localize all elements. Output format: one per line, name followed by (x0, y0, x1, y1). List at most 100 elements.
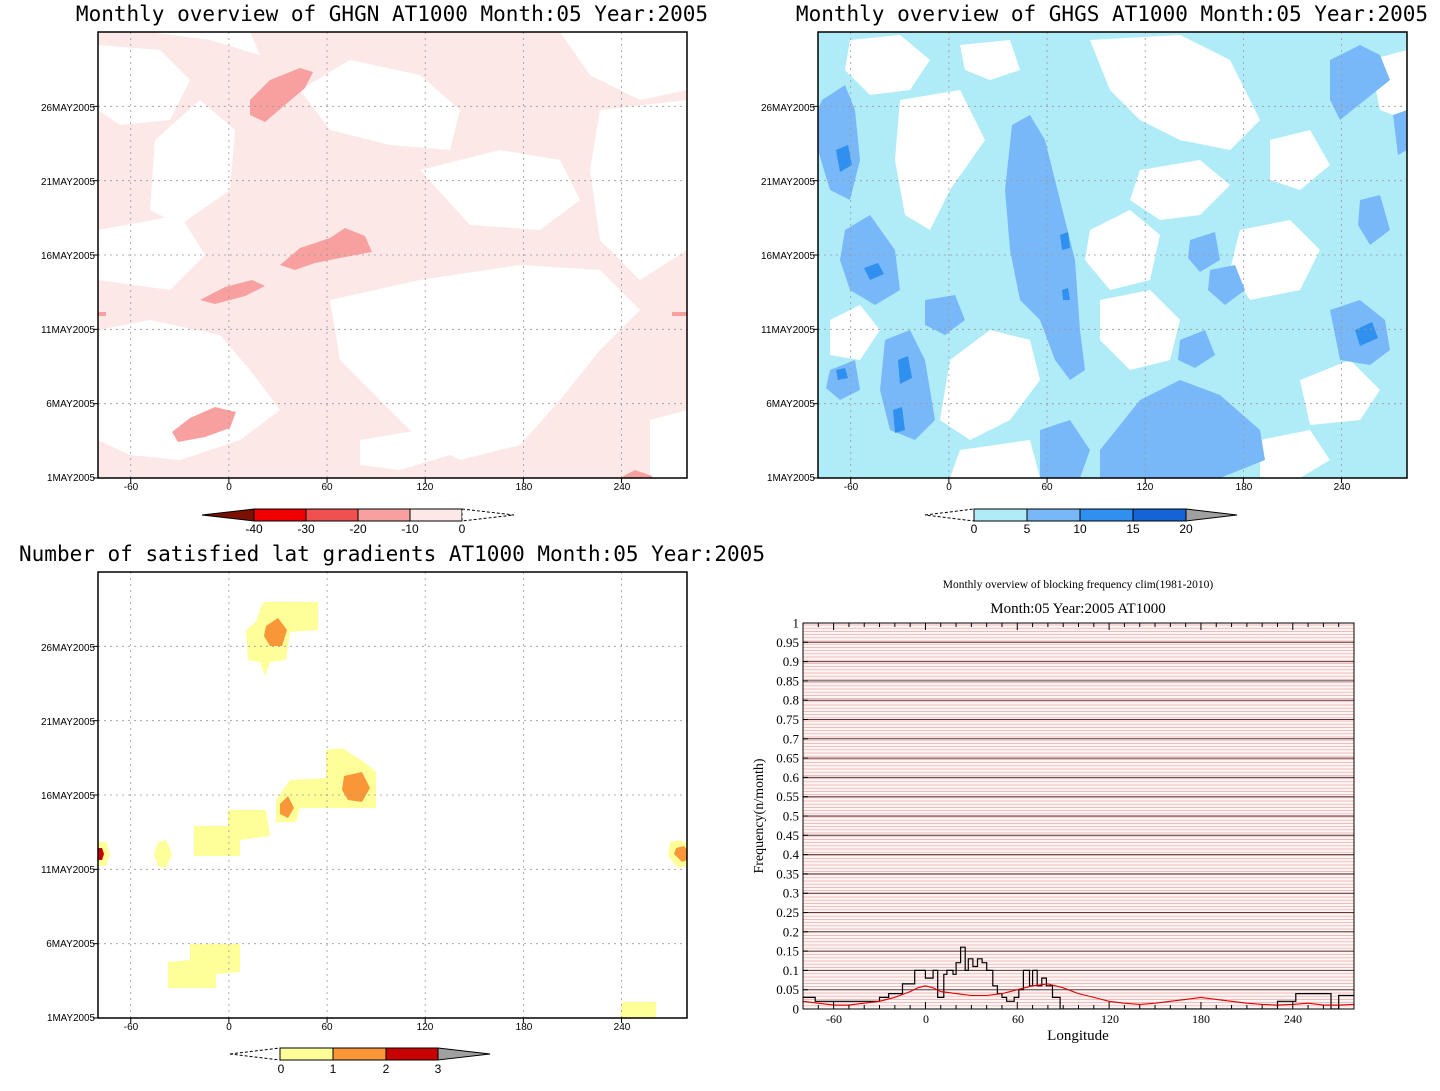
contour-region (1260, 430, 1330, 478)
contour-region (1100, 380, 1265, 478)
x-tick-label: 180 (516, 482, 533, 493)
y-tick-label: 1MAY2005 (47, 1013, 95, 1024)
contour-region (1300, 360, 1380, 425)
x-tick-label: 180 (1192, 1012, 1210, 1026)
contour-region (826, 360, 860, 400)
y-tick-label: 0.3 (783, 886, 799, 901)
contour-region (836, 145, 852, 172)
panel-title: Monthly overview of GHGS AT1000 Month:05… (796, 2, 1428, 26)
contour-region (898, 356, 912, 384)
series-line (803, 946, 1354, 1009)
contour-region (1270, 130, 1330, 190)
colorbar-under-arrow (229, 1047, 281, 1061)
contour-region (194, 810, 270, 856)
y-tick-label: 0.65 (776, 751, 799, 766)
series-lines (803, 946, 1354, 1009)
x-axis: -60 0 60 120 180 240 (124, 482, 631, 493)
colorbar-label: 1 (330, 1062, 337, 1076)
colorbar-label: 0 (971, 522, 978, 536)
contour-region (560, 32, 687, 100)
y-tick-label: 21MAY2005 (41, 717, 95, 728)
y-tick-label: 16MAY2005 (41, 251, 95, 262)
contour-region (1085, 210, 1160, 290)
x-tick-label: 60 (1012, 1012, 1024, 1026)
colorbar-swatch (305, 508, 359, 522)
y-tick-label: 26MAY2005 (41, 643, 95, 654)
colorbar-swatch (332, 1047, 387, 1061)
x-tick-label: 0 (226, 1022, 232, 1033)
y-tick-label: 0.5 (783, 809, 799, 824)
contour-region (300, 60, 460, 150)
colorbar-label: 5 (1024, 522, 1031, 536)
colorbar-over-arrow (461, 508, 515, 522)
plot-frame (97, 571, 688, 1019)
x-tick-label: 0 (946, 482, 952, 493)
y-tick-label: 0.7 (783, 731, 800, 746)
panel-title: Number of satisfied lat gradients AT1000… (19, 542, 765, 566)
y-tick-label: 0.8 (783, 693, 799, 708)
x-tick-label: 180 (516, 1022, 533, 1033)
colorbar-label: -20 (349, 522, 367, 536)
panel-ghgs: Monthly overview of GHGS AT1000 Month:05… (761, 2, 1428, 536)
colorbar-swatch (357, 508, 411, 522)
contour-region (342, 772, 370, 802)
colorbar-label: 10 (1073, 522, 1087, 536)
contour-region (150, 32, 260, 55)
contour-region (840, 215, 900, 305)
x-axis: -60 0 60 120 180 240 (844, 482, 1351, 493)
x-tick-label: 60 (321, 1022, 333, 1033)
contour-region (420, 150, 580, 230)
contour-region (925, 295, 965, 335)
colorbar-label: 20 (1179, 522, 1193, 536)
contour-region (1060, 232, 1070, 250)
contour-region (280, 796, 294, 818)
x-tick-label: 120 (417, 1022, 434, 1033)
y-tick-label: 0.6 (783, 770, 800, 785)
contour-region (590, 100, 687, 280)
contour-region (276, 748, 376, 822)
y-tick-label: 21MAY2005 (41, 177, 95, 188)
y-tick-label: 16MAY2005 (761, 251, 815, 262)
y-tick-label: 26MAY2005 (761, 103, 815, 114)
colorbar: 0 5 10 15 20 (924, 508, 1238, 536)
y-tick-label: 6MAY2005 (46, 939, 95, 950)
contour-region (168, 944, 240, 988)
colorbar-swatch (1026, 508, 1081, 522)
contour-region (950, 440, 1040, 478)
colorbar-swatch (253, 508, 307, 522)
contour-region (98, 45, 190, 125)
contour-region (98, 320, 280, 460)
x-tick-label: 0 (923, 1012, 929, 1026)
x-tick-label: 240 (614, 482, 631, 493)
colorbar-swatch (1132, 508, 1187, 522)
contour-region (1040, 420, 1090, 478)
plot-title: Month:05 Year:2005 AT1000 (990, 601, 1165, 617)
contour-region (940, 330, 1040, 440)
y-tick-label: 21MAY2005 (761, 177, 815, 188)
contour-region (620, 470, 652, 478)
colorbar-swatch (385, 1047, 439, 1061)
colorbar-label: 3 (435, 1062, 442, 1076)
y-axis: Frequency(n/month) 0 0.05 0.1 0.15 0.2 0.25 0.… (752, 616, 800, 1017)
y-tick-label: 6MAY2005 (766, 399, 815, 410)
colorbar-label: 15 (1126, 522, 1140, 536)
grid-lines (803, 641, 1354, 991)
contour-region (836, 368, 848, 380)
contour-region (1090, 35, 1260, 150)
contour-region (674, 846, 687, 862)
y-tick-label: 16MAY2005 (41, 791, 95, 802)
contour-region (98, 215, 205, 290)
contour-region (250, 68, 313, 122)
contour-region (895, 90, 985, 230)
y-tick-label: 0.25 (776, 905, 799, 920)
colorbar-label: -40 (245, 522, 263, 536)
contour-region (1358, 195, 1390, 245)
y-tick-label: 11MAY2005 (761, 325, 815, 336)
contour-region (960, 40, 1020, 80)
x-axis: -60 0 60 120 180 240 (124, 1022, 631, 1033)
x-tick-label: -60 (826, 1012, 842, 1026)
x-tick-label: 240 (1334, 482, 1351, 493)
x-tick-label: 180 (1236, 482, 1253, 493)
x-tick-label: 120 (417, 482, 434, 493)
